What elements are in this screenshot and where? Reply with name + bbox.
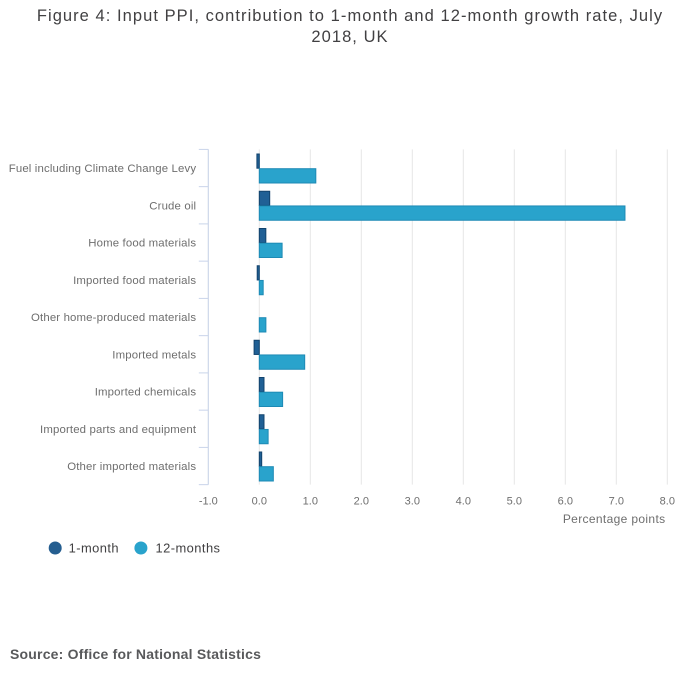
svg-text:12-months: 12-months [156,540,221,555]
svg-text:Imported food materials: Imported food materials [73,275,196,287]
svg-text:Other home-produced materials: Other home-produced materials [31,312,196,324]
svg-text:7.0: 7.0 [609,496,624,508]
svg-text:1.0: 1.0 [303,496,318,508]
svg-text:Source: Office for National St: Source: Office for National Statistics [10,646,261,662]
svg-text:0.0: 0.0 [252,496,267,508]
svg-text:4.0: 4.0 [456,496,471,508]
svg-text:Fuel including Climate Change: Fuel including Climate Change Levy [9,163,197,175]
svg-text:Imported metals: Imported metals [112,349,196,361]
svg-text:Crude oil: Crude oil [149,200,196,212]
svg-text:8.0: 8.0 [660,496,675,508]
svg-text:Imported parts and equipment: Imported parts and equipment [40,424,197,436]
svg-text:6.0: 6.0 [558,496,573,508]
svg-text:3.0: 3.0 [405,496,420,508]
svg-text:Home food materials: Home food materials [88,238,196,250]
svg-text:Imported chemicals: Imported chemicals [95,387,197,399]
svg-text:Other imported materials: Other imported materials [67,461,196,473]
svg-text:5.0: 5.0 [507,496,522,508]
svg-text:-1.0: -1.0 [199,496,218,508]
svg-text:2.0: 2.0 [354,496,369,508]
svg-text:Percentage points: Percentage points [563,512,666,526]
svg-text:1-month: 1-month [69,540,119,555]
